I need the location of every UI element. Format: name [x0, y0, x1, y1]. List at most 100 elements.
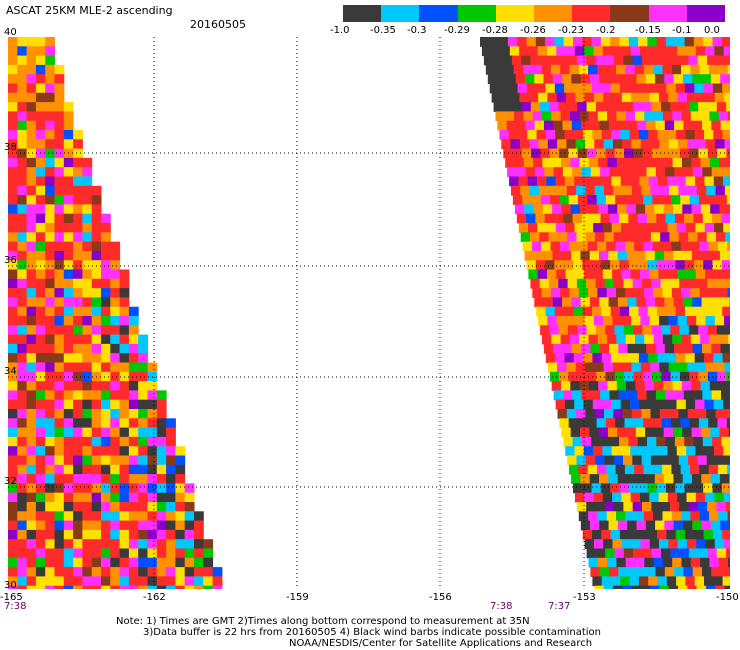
wind-cell	[672, 381, 683, 391]
wind-cell	[628, 167, 638, 177]
wind-cell	[82, 576, 93, 587]
wind-cell	[555, 399, 566, 410]
wind-cell	[636, 120, 647, 131]
wind-cell	[562, 167, 573, 177]
wind-cell	[535, 167, 545, 177]
wind-cell	[598, 381, 608, 391]
wind-cell	[703, 306, 714, 317]
wind-cell	[639, 176, 650, 187]
wind-cell	[548, 185, 558, 196]
wind-cell	[82, 539, 93, 549]
wind-cell	[659, 316, 669, 326]
wind-cell	[63, 446, 74, 456]
wind-cell	[110, 455, 121, 466]
wind-cell	[568, 102, 578, 112]
wind-cell	[724, 316, 730, 326]
wind-cell	[610, 306, 621, 317]
wind-cell	[499, 130, 510, 140]
wind-cell	[35, 130, 46, 140]
wind-cell	[576, 502, 587, 512]
wind-cell	[676, 130, 686, 140]
wind-cell	[618, 390, 629, 401]
wind-cell	[710, 427, 720, 438]
wind-cell	[582, 260, 593, 270]
wind-cell	[615, 464, 626, 475]
wind-cell	[707, 548, 718, 559]
wind-cell	[558, 325, 569, 336]
wind-cell	[619, 260, 630, 270]
wind-cell	[194, 511, 204, 522]
wind-cell	[636, 74, 647, 84]
wind-cell	[625, 334, 636, 345]
wind-cell	[147, 511, 158, 522]
wind-cell	[706, 409, 717, 419]
wind-cell	[101, 260, 111, 270]
wind-cell	[156, 567, 167, 577]
wind-cell	[724, 362, 730, 373]
wind-cell	[691, 427, 702, 438]
wind-cell	[45, 539, 55, 549]
wind-cell	[203, 585, 214, 589]
wind-cell	[17, 157, 28, 168]
wind-cell	[156, 529, 167, 540]
wind-cell	[101, 446, 111, 456]
wind-cell	[558, 102, 569, 112]
wind-cell	[45, 92, 55, 103]
wind-cell	[63, 381, 74, 391]
wind-cell	[82, 409, 93, 419]
wind-cell	[119, 278, 130, 289]
wind-cell	[45, 46, 55, 57]
wind-cell	[701, 74, 712, 84]
wind-cell	[35, 260, 46, 270]
wind-cell	[573, 130, 584, 140]
wind-cell	[663, 427, 674, 438]
wind-cell	[690, 334, 701, 345]
wind-cell	[35, 464, 46, 475]
wind-cell	[101, 306, 111, 317]
wind-cell	[26, 362, 37, 373]
wind-cell	[17, 269, 28, 280]
wind-cell	[698, 418, 709, 429]
wind-cell	[632, 55, 643, 66]
wind-cell	[17, 120, 28, 131]
wind-cell	[638, 529, 649, 540]
wind-cell	[54, 353, 65, 363]
wind-cell	[611, 130, 621, 140]
wind-cell	[45, 585, 55, 589]
wind-cell	[54, 511, 65, 522]
wind-cell	[582, 37, 593, 47]
wind-cell	[692, 567, 703, 577]
wind-cell	[618, 120, 629, 131]
colorbar-label: 0.0	[704, 25, 720, 36]
wind-cell	[156, 548, 167, 559]
wind-cell	[666, 483, 676, 494]
wind-cell	[693, 37, 704, 47]
wind-cell	[45, 483, 55, 494]
wind-cell	[631, 585, 642, 589]
wind-cell	[45, 55, 55, 66]
wind-cell	[724, 585, 730, 589]
wind-cell	[82, 520, 93, 531]
wind-cell	[693, 390, 703, 401]
wind-cell	[539, 232, 550, 243]
wind-cell	[73, 353, 83, 363]
wind-cell	[711, 567, 722, 577]
wind-cell	[529, 185, 540, 196]
wind-cell	[623, 232, 633, 243]
wind-cell	[73, 260, 83, 270]
wind-cell	[119, 409, 130, 419]
wind-cell	[73, 213, 83, 224]
wind-cell	[554, 213, 564, 224]
wind-cell	[632, 455, 643, 466]
wind-cell	[521, 55, 531, 66]
wind-cell	[599, 250, 609, 261]
wind-cell	[574, 223, 585, 233]
wind-cell	[695, 269, 706, 280]
wind-cell	[63, 157, 74, 168]
wind-cell	[597, 464, 607, 475]
wind-cell	[73, 455, 83, 466]
wind-cell	[545, 130, 556, 140]
wind-cell	[54, 269, 65, 280]
wind-cell	[596, 148, 606, 159]
wind-cell	[662, 557, 673, 568]
